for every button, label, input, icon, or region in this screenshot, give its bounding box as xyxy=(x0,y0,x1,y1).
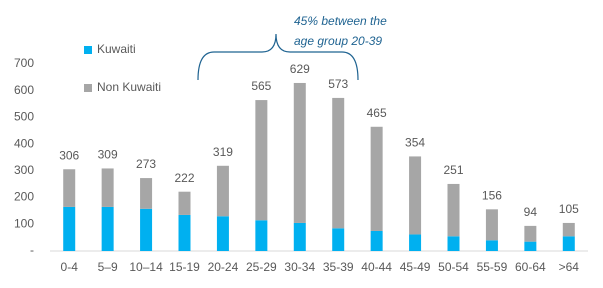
total-label: 222 xyxy=(174,171,194,185)
bar-segment xyxy=(293,222,306,251)
x-tick-label: 60-64 xyxy=(515,260,546,274)
x-tick-label: 25-29 xyxy=(246,260,277,274)
bar-segment xyxy=(255,220,268,251)
y-tick-label: 600 xyxy=(14,83,34,97)
total-label: 156 xyxy=(482,188,502,202)
y-tick-label: 700 xyxy=(14,56,34,70)
x-tick-label: 35-39 xyxy=(323,260,354,274)
legend-swatch xyxy=(84,46,92,54)
x-tick-label: >64 xyxy=(559,260,580,274)
legend-label: Kuwaiti xyxy=(97,42,136,56)
bar-segment xyxy=(485,240,498,251)
bar-segment xyxy=(485,209,498,241)
x-tick-label: 30-34 xyxy=(284,260,315,274)
y-tick-label: 300 xyxy=(14,163,34,177)
x-tick-label: 45-49 xyxy=(400,260,431,274)
annotation: 45% between the xyxy=(294,14,387,28)
total-label: 309 xyxy=(98,148,118,162)
bar-segment xyxy=(409,234,422,251)
legend-swatch xyxy=(84,84,92,92)
x-tick-label: 5–9 xyxy=(98,260,118,274)
bar-segment xyxy=(101,206,114,251)
total-label: 273 xyxy=(136,157,156,171)
x-tick-label: 0-4 xyxy=(61,260,79,274)
bar-segment xyxy=(562,222,575,237)
y-tick-label: - xyxy=(30,243,34,257)
bar-segment xyxy=(370,126,383,231)
annotation: age group 20-39 xyxy=(294,34,382,48)
bar-segment xyxy=(140,178,153,209)
total-label: 573 xyxy=(328,77,348,91)
bar-segment xyxy=(332,228,345,251)
bar-segment xyxy=(447,236,460,251)
bar-segment xyxy=(216,216,229,251)
total-label: 565 xyxy=(251,79,271,93)
total-label: 465 xyxy=(367,106,387,120)
x-tick-label: 10–14 xyxy=(129,260,163,274)
bar-segment xyxy=(370,230,383,251)
total-label: 94 xyxy=(524,205,538,219)
bar-segment xyxy=(178,191,191,215)
bar-segment xyxy=(63,169,76,207)
x-tick-label: 40-44 xyxy=(361,260,392,274)
bar-segment xyxy=(562,236,575,251)
bar-segment xyxy=(524,225,537,242)
total-label: 319 xyxy=(213,145,233,159)
y-tick-label: 500 xyxy=(14,110,34,124)
total-label: 354 xyxy=(405,136,425,150)
bar-segment xyxy=(409,156,422,235)
bar-segment xyxy=(140,208,153,251)
bar-segment xyxy=(255,100,268,221)
y-tick-label: 200 xyxy=(14,190,34,204)
y-tick-label: 100 xyxy=(14,216,34,230)
bar-segment xyxy=(447,183,460,237)
bar-segment xyxy=(216,165,229,217)
bar-segment xyxy=(178,214,191,251)
bar-segment xyxy=(101,168,114,207)
total-label: 105 xyxy=(559,202,579,216)
total-label: 251 xyxy=(443,163,463,177)
y-tick-label: 400 xyxy=(14,136,34,150)
total-label: 306 xyxy=(59,148,79,162)
x-tick-label: 55-59 xyxy=(477,260,508,274)
x-tick-label: 50-54 xyxy=(438,260,469,274)
total-label: 629 xyxy=(290,62,310,76)
x-tick-label: 15-19 xyxy=(169,260,200,274)
x-tick-label: 20-24 xyxy=(208,260,239,274)
bracket xyxy=(197,33,359,81)
bar-segment xyxy=(332,97,345,229)
bar-segment xyxy=(524,241,537,251)
bar-segment xyxy=(293,82,306,223)
bar-segment xyxy=(63,206,76,251)
legend-label: Non Kuwaiti xyxy=(97,80,161,94)
